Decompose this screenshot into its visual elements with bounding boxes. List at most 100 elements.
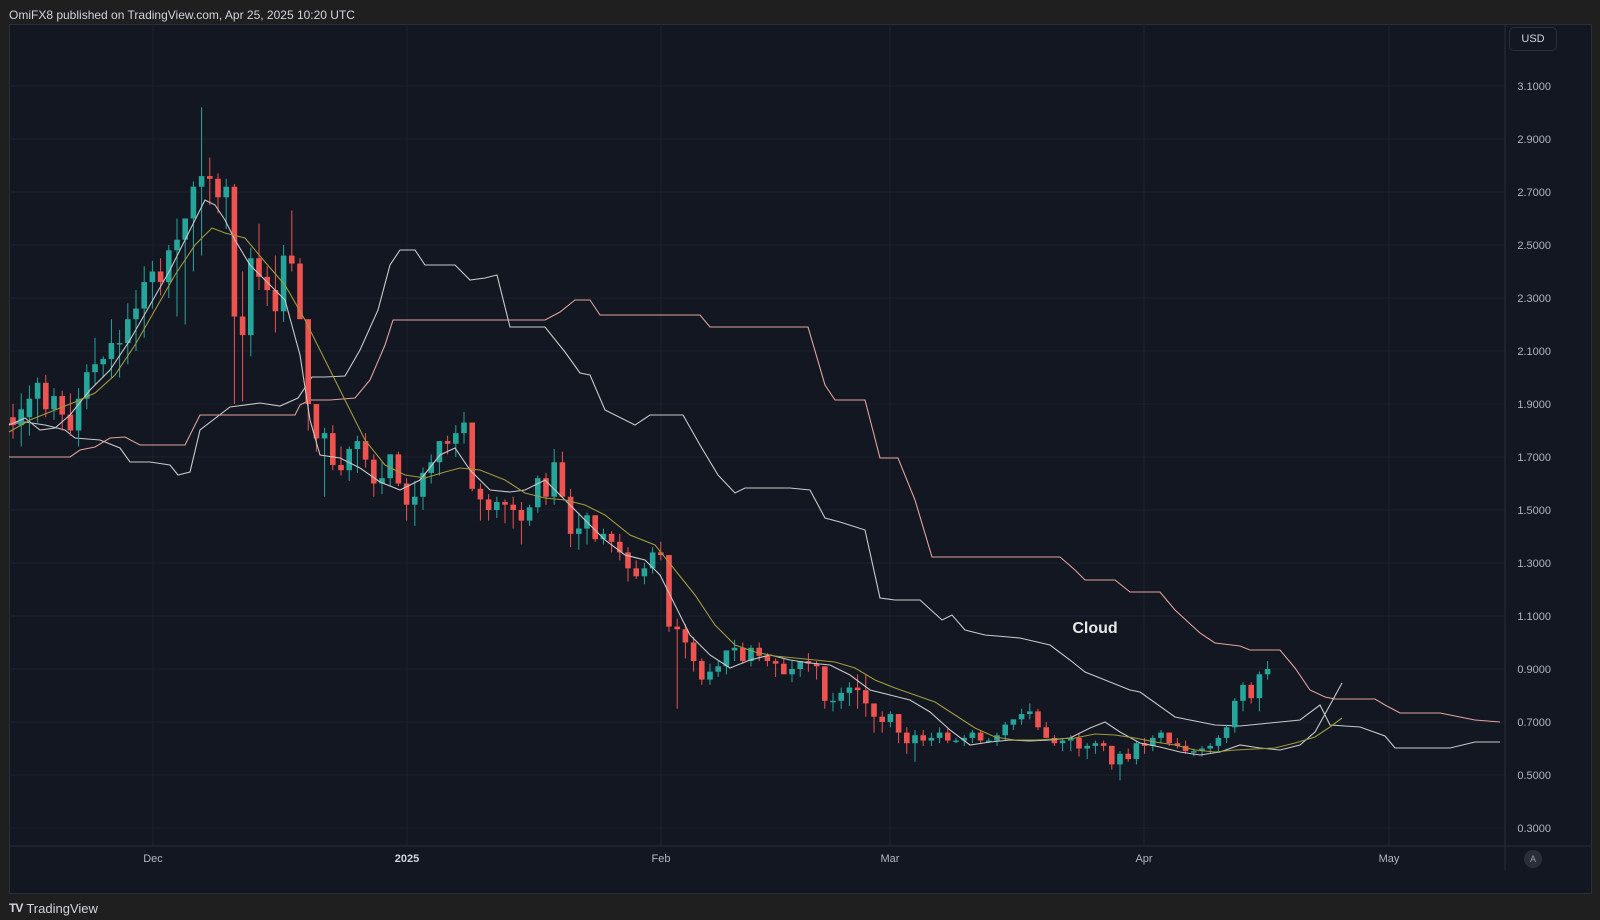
candle [1150, 735, 1156, 752]
price-tick: 0.5000 [1517, 770, 1551, 782]
candle [846, 682, 853, 707]
candle [1084, 743, 1090, 760]
candle [272, 255, 279, 333]
candle [494, 496, 500, 518]
time-axis-labels: Dec 2025 Feb Mar Apr May [143, 853, 1400, 865]
price-tick: 2.5000 [1517, 240, 1551, 252]
time-grid [152, 24, 1390, 846]
candle [256, 223, 262, 291]
candle [895, 714, 902, 744]
candle [395, 451, 402, 487]
candle [1043, 722, 1049, 738]
candle [313, 404, 320, 452]
candle [748, 645, 754, 667]
candle [690, 637, 697, 672]
publish-info: OmiFX8 published on TradingView.com, Apr… [0, 0, 1600, 24]
cloud-annotation: Cloud [1072, 620, 1117, 637]
candle [198, 107, 205, 256]
candle [174, 218, 180, 317]
candle [969, 729, 976, 744]
candle [1109, 745, 1115, 770]
time-tick: Apr [1135, 853, 1152, 865]
candle [830, 692, 836, 712]
candle [707, 663, 713, 685]
candle [223, 178, 229, 230]
candle [1223, 724, 1230, 744]
candle [567, 488, 574, 548]
candle [84, 364, 90, 410]
candle [576, 512, 582, 550]
candle [772, 658, 779, 677]
price-tick: 1.7000 [1517, 452, 1551, 464]
tradingview-branding[interactable]: TV TradingView [9, 896, 98, 920]
chart-frame[interactable] [9, 24, 1592, 894]
candle [518, 502, 525, 545]
candle [936, 727, 943, 744]
candle [371, 454, 377, 497]
candle [740, 642, 746, 664]
candle [1158, 729, 1164, 744]
candle [1117, 751, 1123, 781]
candle [879, 711, 885, 733]
candle [674, 618, 680, 709]
candle [608, 531, 615, 553]
candle [1002, 722, 1008, 741]
candle [1248, 682, 1254, 704]
candle [1256, 671, 1263, 712]
candle [945, 727, 951, 744]
candle [1215, 735, 1222, 752]
candle [822, 666, 828, 709]
candle [1059, 737, 1066, 752]
candle [1010, 719, 1017, 730]
candle [789, 661, 795, 683]
candle [649, 547, 656, 574]
candle [330, 425, 336, 471]
candle [34, 377, 41, 423]
candle [584, 512, 590, 545]
candle [346, 446, 352, 481]
candle [1125, 748, 1131, 762]
candle [1100, 740, 1107, 752]
price-tick: 0.9000 [1517, 664, 1551, 676]
candle [641, 563, 648, 585]
candle [461, 411, 467, 444]
candle [133, 290, 139, 351]
candle [403, 478, 410, 521]
brand-name: TradingView [26, 900, 98, 916]
candle [781, 658, 787, 675]
candle [387, 454, 393, 487]
candle [321, 427, 328, 497]
candle [838, 687, 844, 709]
price-tick: 2.9000 [1517, 134, 1551, 146]
candle [723, 650, 730, 675]
candle [1035, 708, 1041, 730]
candle [559, 451, 566, 497]
candle [912, 729, 918, 762]
candle [920, 729, 926, 746]
candle [264, 266, 270, 306]
time-tick: May [1379, 853, 1400, 865]
candle [116, 329, 123, 378]
candle [379, 462, 385, 495]
candle [1051, 735, 1058, 746]
currency-button[interactable]: USD [1509, 27, 1557, 51]
candle [436, 441, 443, 476]
candle [75, 388, 82, 447]
candle [190, 181, 197, 272]
candle [1076, 732, 1082, 757]
price-tick: 1.3000 [1517, 558, 1551, 570]
candle [215, 173, 221, 214]
candle [92, 337, 98, 386]
candle [26, 385, 33, 436]
price-axis-labels: 3.1000 2.9000 2.7000 2.5000 2.3000 2.1000 1.90… [1517, 81, 1551, 835]
slow-ma-line [8, 227, 1343, 753]
candle [535, 475, 541, 513]
candle [43, 374, 49, 418]
candle [551, 449, 557, 505]
candle [928, 732, 935, 746]
auto-scale-button[interactable]: A [1524, 850, 1542, 868]
price-tick: 1.9000 [1517, 399, 1551, 411]
candle [658, 541, 664, 561]
candle [338, 446, 344, 476]
